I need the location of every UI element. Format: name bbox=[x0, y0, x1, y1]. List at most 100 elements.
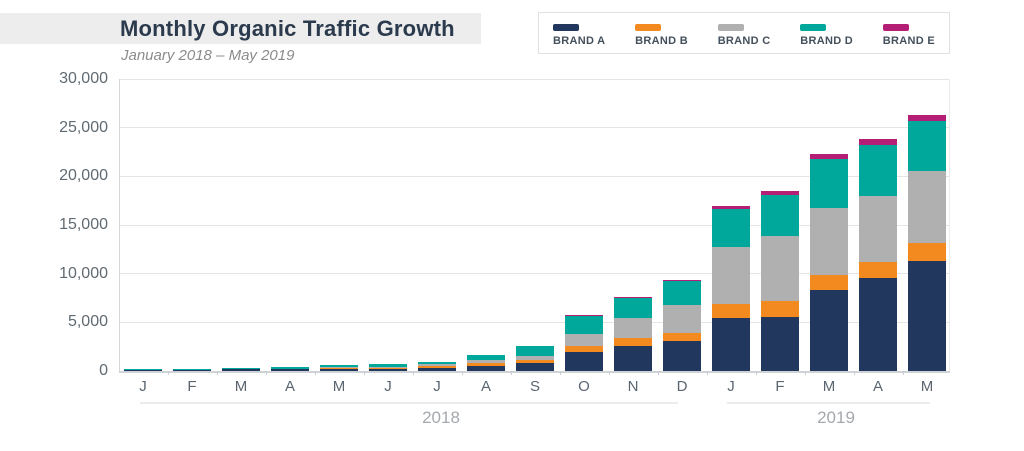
x-axis-month-label: J bbox=[139, 378, 147, 395]
bar-segment-brand-d bbox=[712, 208, 750, 247]
bar-segment-brand-a bbox=[320, 368, 358, 371]
legend-swatch-brand-e bbox=[882, 24, 909, 31]
bar-segment-brand-a bbox=[761, 316, 799, 371]
bar-segment-brand-c bbox=[859, 195, 897, 262]
gridline bbox=[119, 321, 950, 323]
x-axis-month-label: M bbox=[332, 378, 346, 395]
bar-segment-brand-d bbox=[859, 145, 897, 196]
bar-segment-brand-a bbox=[418, 367, 456, 371]
legend-swatch-brand-a bbox=[553, 24, 579, 31]
legend-item: BRAND B bbox=[635, 24, 688, 47]
year-label-2019: 2019 bbox=[817, 408, 855, 427]
legend-label: BRAND B bbox=[635, 35, 688, 47]
bar-segment-brand-d bbox=[467, 355, 505, 360]
x-axis-month-label: A bbox=[480, 378, 491, 395]
x-axis-tick bbox=[559, 371, 561, 375]
bar-segment-brand-c bbox=[712, 246, 750, 304]
gridline bbox=[119, 273, 950, 275]
bar-segment-brand-d bbox=[663, 281, 701, 305]
gridline bbox=[119, 127, 950, 129]
x-axis-line bbox=[119, 371, 950, 373]
x-axis-tick bbox=[412, 371, 414, 375]
legend-item: BRAND A bbox=[553, 24, 605, 47]
bar-segment-brand-a bbox=[810, 290, 848, 371]
x-axis-tick bbox=[216, 371, 218, 375]
x-axis-tick bbox=[608, 371, 610, 375]
legend-swatch-brand-c bbox=[717, 24, 744, 31]
legend: BRAND A BRAND B BRAND C BRAND D BRAND E bbox=[538, 12, 950, 54]
bar-segment-brand-d bbox=[516, 345, 554, 356]
x-axis-tick bbox=[510, 371, 512, 375]
bar-segment-brand-d bbox=[908, 120, 946, 172]
x-axis-month-label: J bbox=[384, 378, 392, 395]
year-label-2018: 2018 bbox=[422, 408, 460, 427]
legend-label: BRAND E bbox=[882, 35, 935, 47]
bar-segment-brand-e bbox=[810, 153, 848, 159]
y-axis-tick-label: 15,000 bbox=[59, 216, 108, 233]
year-group-line-2018 bbox=[140, 402, 678, 404]
x-axis-month-label: M bbox=[822, 378, 836, 395]
y-axis-line bbox=[119, 79, 120, 373]
title-band bbox=[0, 13, 481, 44]
page-subtitle: January 2018 – May 2019 bbox=[121, 47, 295, 64]
x-axis-tick bbox=[804, 371, 806, 375]
bar-segment-brand-c bbox=[908, 171, 946, 243]
bar-segment-brand-b bbox=[663, 332, 701, 341]
bar-segment-brand-b bbox=[761, 301, 799, 317]
bar-segment-brand-a bbox=[271, 368, 309, 371]
bar-segment-brand-c bbox=[761, 236, 799, 302]
bar-segment-brand-a bbox=[124, 369, 162, 371]
bar-segment-brand-d bbox=[565, 315, 603, 334]
y-axis-tick-label: 25,000 bbox=[59, 118, 108, 136]
x-axis-tick bbox=[363, 371, 365, 375]
y-axis-tick-label: 5,000 bbox=[67, 313, 108, 331]
bar-segment-brand-b bbox=[467, 363, 505, 366]
bar-segment-brand-a bbox=[222, 369, 260, 371]
bar-segment-brand-d bbox=[222, 368, 260, 370]
bar-segment-brand-e bbox=[565, 314, 603, 316]
bar-segment-brand-c bbox=[614, 318, 652, 339]
gridline bbox=[119, 224, 950, 226]
x-axis-tick bbox=[902, 371, 904, 375]
bar-segment-brand-b bbox=[369, 367, 407, 369]
bar-segment-brand-c bbox=[320, 367, 358, 368]
x-axis-month-label: F bbox=[187, 378, 197, 395]
x-axis-month-label: J bbox=[727, 378, 735, 395]
bar-segment-brand-e bbox=[761, 190, 799, 195]
bar-segment-brand-e bbox=[663, 280, 701, 282]
bar-segment-brand-b bbox=[418, 366, 456, 368]
x-axis-month-label: O bbox=[578, 378, 590, 395]
gridline bbox=[119, 78, 950, 80]
bar-segment-brand-b bbox=[712, 303, 750, 319]
bar-segment-brand-c bbox=[516, 355, 554, 360]
bar-segment-brand-e bbox=[859, 139, 897, 146]
legend-swatch-brand-b bbox=[635, 24, 662, 31]
legend-item: BRAND E bbox=[882, 24, 935, 47]
bar-segment-brand-a bbox=[908, 260, 946, 371]
x-axis-tick bbox=[265, 371, 267, 375]
legend-label: BRAND A bbox=[553, 35, 606, 47]
y-axis-tick-label: 10,000 bbox=[59, 264, 108, 282]
bar-segment-brand-b bbox=[516, 359, 554, 364]
bar-segment-brand-a bbox=[712, 318, 750, 371]
x-axis-month-label: J bbox=[433, 378, 441, 395]
legend-swatch-brand-d bbox=[800, 24, 827, 31]
bar-segment-brand-a bbox=[516, 363, 554, 371]
bar-segment-brand-d bbox=[810, 158, 848, 208]
x-axis-month-label: N bbox=[627, 378, 639, 395]
x-axis-month-label: D bbox=[676, 378, 688, 395]
x-axis-tick bbox=[853, 371, 855, 375]
bar-segment-brand-d bbox=[418, 361, 456, 365]
page-title: Monthly Organic Traffic Growth bbox=[120, 16, 455, 41]
bar-segment-brand-c bbox=[467, 359, 505, 364]
x-axis-month-label: M bbox=[920, 378, 934, 395]
bar-segment-brand-d bbox=[173, 368, 211, 370]
legend-label: BRAND D bbox=[800, 35, 854, 47]
year-group-line-2019 bbox=[727, 402, 930, 404]
bar-segment-brand-b bbox=[810, 275, 848, 291]
bar-segment-brand-a bbox=[173, 369, 211, 371]
x-axis-tick bbox=[461, 371, 463, 375]
legend-item: BRAND D bbox=[800, 24, 853, 47]
x-axis-month-label: A bbox=[284, 378, 295, 395]
x-axis-tick bbox=[167, 371, 169, 375]
